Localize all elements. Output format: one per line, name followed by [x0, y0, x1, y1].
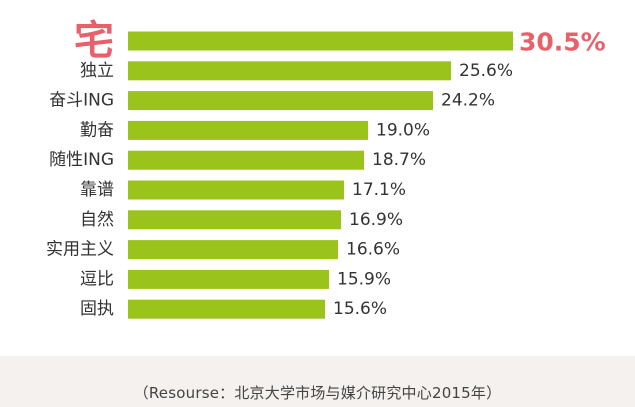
category-label-6: 自然	[80, 210, 114, 230]
category-label-3: 勤奋	[80, 120, 114, 140]
value-label-5: 17.1%	[352, 180, 406, 200]
bar-6	[128, 210, 341, 230]
bar-8	[128, 269, 329, 289]
category-label-4: 随性ING	[49, 150, 114, 170]
source-footer: （Resourse：北京大学市场与媒介研究中心2015年）	[0, 356, 635, 407]
value-label-8: 15.9%	[337, 269, 391, 289]
category-label-0: 宅	[74, 18, 114, 64]
value-label-6: 16.9%	[349, 210, 403, 230]
category-label-2: 奋斗ING	[49, 91, 114, 111]
bar-4	[128, 150, 364, 170]
bar-chart: 宅 30.5% 独立 25.6% 奋斗ING 24.2% 勤奋 19.0% 随性ING 18.7%…	[46, 18, 606, 320]
value-label-0: 30.5%	[519, 28, 606, 57]
bar-9	[128, 299, 325, 319]
value-label-4: 18.7%	[372, 150, 426, 170]
category-label-7: 实用主义	[46, 240, 114, 260]
value-label-2: 24.2%	[441, 91, 495, 111]
bar-3	[128, 120, 368, 140]
value-label-7: 16.6%	[346, 240, 400, 260]
category-label-1: 独立	[80, 61, 114, 81]
category-label-8: 逗比	[80, 269, 114, 289]
bar-5	[128, 180, 344, 200]
value-label-3: 19.0%	[376, 120, 430, 140]
bar-0	[128, 31, 513, 51]
bar-1	[128, 61, 451, 81]
category-label-9: 固执	[80, 299, 114, 319]
source-note: （Resourse：北京大学市场与媒介研究中心2015年）	[133, 384, 502, 402]
chart-svg: 宅 30.5% 独立 25.6% 奋斗ING 24.2% 勤奋 19.0% 随性ING 18.7%…	[46, 18, 606, 319]
value-label-1: 25.6%	[459, 61, 513, 81]
category-label-5: 靠谱	[80, 180, 114, 200]
value-label-9: 15.6%	[333, 299, 387, 319]
bar-7	[128, 240, 338, 260]
bar-2	[128, 91, 433, 111]
